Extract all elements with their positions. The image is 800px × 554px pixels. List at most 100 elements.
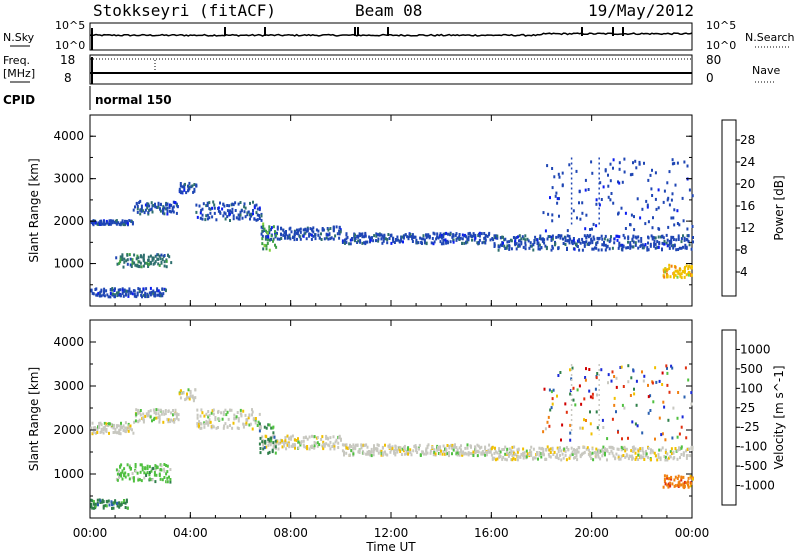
velocity-cell: [576, 388, 579, 392]
power-cell: [208, 201, 211, 205]
velocity-cell: [394, 453, 397, 457]
power-cell: [384, 237, 387, 241]
power-cell: [551, 234, 554, 238]
power-cell: [499, 243, 502, 247]
power-cell: [636, 197, 639, 201]
power-cell: [554, 242, 557, 246]
power-cell: [493, 242, 496, 246]
velocity-cell: [437, 452, 440, 455]
velocity-cell: [167, 418, 170, 422]
power-cell: [469, 233, 472, 237]
power-cell: [493, 236, 496, 240]
power-cell: [296, 229, 299, 233]
power-cell: [149, 254, 152, 258]
power-cell: [654, 197, 657, 201]
velocity-cell: [604, 447, 606, 451]
velocity-cell: [399, 450, 402, 453]
velocity-cell: [575, 454, 578, 458]
power-cell: [144, 291, 147, 295]
power-cell: [673, 208, 676, 212]
power-cell: [129, 257, 132, 261]
power-cell: [687, 234, 690, 238]
velocity-ytick-label: 4000: [53, 335, 84, 349]
power-cell: [425, 242, 428, 246]
power-cell: [473, 238, 476, 242]
velocity-cell: [634, 451, 637, 455]
velocity-cell: [374, 447, 376, 451]
velocity-cell: [401, 447, 404, 451]
power-cell: [566, 234, 569, 238]
power-cell: [550, 248, 553, 252]
nsky-tick-top: 10^5: [55, 19, 85, 32]
power-cell: [623, 157, 626, 161]
velocity-cell: [485, 451, 488, 454]
velocity-cell: [574, 448, 576, 452]
power-cell: [657, 188, 660, 192]
velocity-cell: [246, 418, 249, 422]
power-cell: [662, 200, 665, 204]
velocity-cell: [650, 448, 652, 452]
velocity-cell: [639, 454, 642, 458]
power-cell: [508, 247, 511, 251]
velocity-cell: [661, 446, 664, 450]
velocity-cell: [680, 483, 683, 487]
power-cell: [633, 228, 636, 232]
velocity-cell: [119, 503, 122, 507]
power-cell: [581, 237, 584, 241]
velocity-cell: [413, 444, 416, 448]
velocity-cell: [105, 504, 108, 508]
power-cell: [540, 237, 543, 241]
velocity-cell: [618, 457, 621, 461]
power-cell: [136, 210, 139, 214]
velocity-cell: [285, 447, 288, 451]
velocity-cell: [277, 447, 280, 451]
velocity-cell: [144, 466, 147, 470]
velocity-cell: [511, 454, 514, 457]
velocity-cell: [583, 445, 586, 449]
power-cell: [326, 227, 329, 230]
velocity-cell: [630, 449, 633, 453]
velocity-cell: [425, 449, 428, 453]
velocity-cell: [96, 431, 99, 434]
velocity-cell: [135, 408, 138, 412]
velocity-cell: [128, 465, 131, 469]
power-cell: [459, 236, 462, 240]
velocity-cell: [356, 443, 359, 447]
velocity-cell: [286, 443, 289, 447]
velocity-cell: [276, 440, 279, 444]
velocity-cell: [403, 452, 406, 456]
power-cell: [159, 209, 162, 213]
power-cell: [449, 232, 452, 236]
power-cell: [272, 225, 275, 229]
power-cell: [175, 211, 178, 215]
velocity-cell: [151, 419, 153, 423]
power-plot-frame: [89, 114, 693, 307]
velocity-cell: [522, 453, 525, 457]
velocity-cell: [650, 458, 652, 462]
velocity-cell: [173, 420, 176, 424]
power-cell: [669, 275, 672, 279]
power-cell: [411, 240, 414, 243]
power-cell: [537, 244, 540, 248]
power-cell: [262, 247, 265, 251]
velocity-cell: [625, 447, 628, 451]
velocity-cell: [576, 449, 579, 453]
power-cell: [556, 201, 559, 205]
velocity-cell: [591, 396, 594, 400]
velocity-cell: [102, 500, 105, 504]
power-cell: [557, 246, 560, 250]
velocity-cell: [350, 449, 353, 453]
power-cell: [440, 236, 443, 240]
velocity-cell: [384, 443, 386, 447]
power-cell: [265, 229, 268, 233]
power-cell: [188, 185, 191, 189]
power-cell: [568, 241, 571, 245]
power-cell: [420, 237, 423, 241]
velocity-cell: [201, 411, 204, 415]
power-cell: [100, 294, 103, 298]
power-cell: [235, 216, 238, 220]
power-cell: [566, 239, 569, 243]
velocity-cell: [570, 446, 573, 450]
power-cell: [481, 241, 484, 245]
power-cell: [101, 222, 104, 226]
